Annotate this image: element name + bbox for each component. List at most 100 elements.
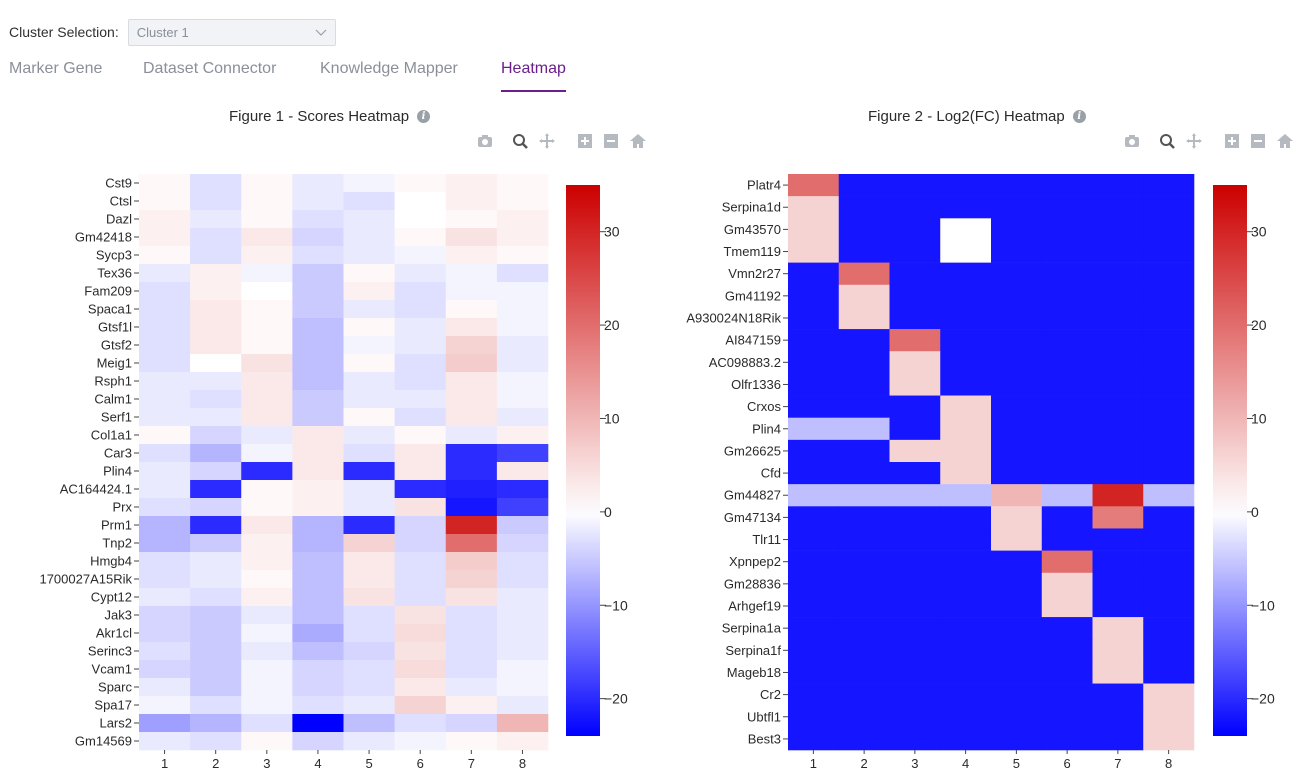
colorbar-tick-label: 10 <box>1251 410 1267 426</box>
heatmap-cell <box>1041 572 1093 596</box>
heatmap-cell <box>788 373 840 396</box>
zoom-in-icon[interactable] <box>576 132 596 152</box>
x-tick-label: 2 <box>861 756 868 771</box>
info-icon[interactable]: i <box>1072 110 1086 123</box>
heatmap-cell <box>788 462 840 485</box>
heatmap-cell <box>1143 727 1195 751</box>
log2fc-heatmap[interactable]: Platr4 Serpina1d Gm43570 Tmem119 Vmn2r27 Gm41… <box>650 160 1312 771</box>
y-tick-label: Lars2 <box>99 716 132 731</box>
heatmap-cell <box>991 262 1043 286</box>
y-tick-label: Tlr11 <box>752 532 781 547</box>
heatmap-cell <box>343 300 395 319</box>
y-tick-label: Rsph1 <box>94 374 132 389</box>
heatmap-cell <box>940 683 992 706</box>
heatmap-cell <box>190 228 242 247</box>
heatmap-cell <box>343 336 395 355</box>
heatmap-cell <box>445 282 498 301</box>
y-tick-label: A930024N18Rik <box>686 311 781 326</box>
heatmap-cell <box>343 372 395 391</box>
heatmap-cell <box>292 318 344 337</box>
heatmap-cell <box>889 462 941 485</box>
y-tick-label: Gm42418 <box>75 230 132 245</box>
y-tick-label: Serpina1d <box>722 200 781 215</box>
camera-icon[interactable] <box>476 132 496 152</box>
tab-dataset-connector[interactable]: Dataset Connector <box>143 60 277 77</box>
heatmap-cell <box>496 606 549 625</box>
heatmap-cell <box>190 354 242 373</box>
pan-icon[interactable] <box>1185 132 1205 152</box>
heatmap-cell <box>394 714 447 733</box>
heatmap-cell <box>139 444 191 463</box>
heatmap-cell <box>496 534 549 553</box>
heatmap-cell <box>445 426 498 445</box>
heatmap-cell <box>496 732 549 751</box>
heatmap-cell <box>292 606 344 625</box>
heatmap-cell <box>241 354 293 373</box>
tab-marker-gene[interactable]: Marker Gene <box>9 60 103 77</box>
heatmap-cell <box>838 284 890 308</box>
zoom-icon[interactable] <box>1158 132 1178 152</box>
y-tick-label: AI847159 <box>725 333 781 348</box>
y-tick-label: Olfr1336 <box>731 377 781 392</box>
heatmap-cell <box>241 696 293 715</box>
heatmap-cell <box>1041 262 1093 286</box>
heatmap-cell <box>292 696 344 715</box>
tab-knowledge-mapper[interactable]: Knowledge Mapper <box>320 60 458 77</box>
heatmap-cell <box>139 390 191 409</box>
heatmap-cell <box>343 588 395 607</box>
zoom-out-icon[interactable] <box>602 132 622 152</box>
info-icon[interactable]: i <box>417 110 431 123</box>
heatmap-cell <box>889 395 941 418</box>
zoom-in-icon[interactable] <box>1223 132 1243 152</box>
heatmap-cell <box>496 246 549 265</box>
heatmap-cell <box>190 192 242 211</box>
heatmap-cell <box>1143 705 1195 729</box>
zoom-out-icon[interactable] <box>1249 132 1269 152</box>
home-icon[interactable] <box>629 132 649 152</box>
heatmap-cell <box>394 408 447 427</box>
camera-icon[interactable] <box>1123 132 1143 152</box>
heatmap-cell <box>1092 351 1144 374</box>
cluster-select[interactable]: Cluster 1 <box>127 18 336 46</box>
y-tick-label: Serpina1f <box>725 643 781 658</box>
heatmap-cell <box>788 594 840 618</box>
tab-heatmap[interactable]: Heatmap <box>501 58 566 92</box>
heatmap-cell <box>241 678 293 697</box>
heatmap-cell <box>889 417 941 441</box>
heatmap-cell <box>788 218 840 241</box>
heatmap-cell <box>241 462 293 481</box>
heatmap-cell <box>292 516 344 535</box>
x-tick-label: 3 <box>911 756 918 771</box>
zoom-icon[interactable] <box>511 132 531 152</box>
y-tick-label: Prm1 <box>101 518 132 533</box>
heatmap-cell <box>889 705 941 729</box>
cluster-select-value: Cluster 1 <box>136 24 189 40</box>
heatmap-cell <box>139 354 191 373</box>
x-tick-label: 1 <box>810 756 817 771</box>
figure-1-plot[interactable]: Cst9 Ctsl Dazl Gm42418 Sycp3 Tex36 Fam209 Spaca… <box>0 160 650 776</box>
heatmap-cell <box>889 306 941 330</box>
heatmap-cell <box>241 588 293 607</box>
heatmap-cell <box>496 282 549 301</box>
heatmap-cell <box>1092 284 1144 308</box>
y-tick-label: Plin4 <box>752 421 781 436</box>
heatmap-cell <box>889 351 941 374</box>
figure-2-plot[interactable]: Platr4 Serpina1d Gm43570 Tmem119 Vmn2r27 Gm41… <box>650 160 1312 776</box>
heatmap-cell <box>1041 594 1093 618</box>
heatmap-cell <box>889 218 941 241</box>
scores-heatmap[interactable]: Cst9 Ctsl Dazl Gm42418 Sycp3 Tex36 Fam209 Spaca… <box>0 160 650 771</box>
heatmap-cell <box>292 570 344 589</box>
heatmap-cell <box>1143 683 1195 706</box>
heatmap-cell <box>1143 306 1195 330</box>
heatmap-cell <box>343 192 395 211</box>
heatmap-cell <box>394 318 447 337</box>
y-tick-label: Col1a1 <box>91 428 132 443</box>
heatmap-cell <box>991 395 1043 418</box>
x-tick-label: 4 <box>962 756 969 771</box>
pan-icon[interactable] <box>538 132 558 152</box>
heatmap-cell <box>241 246 293 265</box>
home-icon[interactable] <box>1276 132 1296 152</box>
heatmap-cell <box>445 174 498 193</box>
y-tick-label: Mageb18 <box>727 665 781 680</box>
x-tick-label: 5 <box>365 756 372 771</box>
